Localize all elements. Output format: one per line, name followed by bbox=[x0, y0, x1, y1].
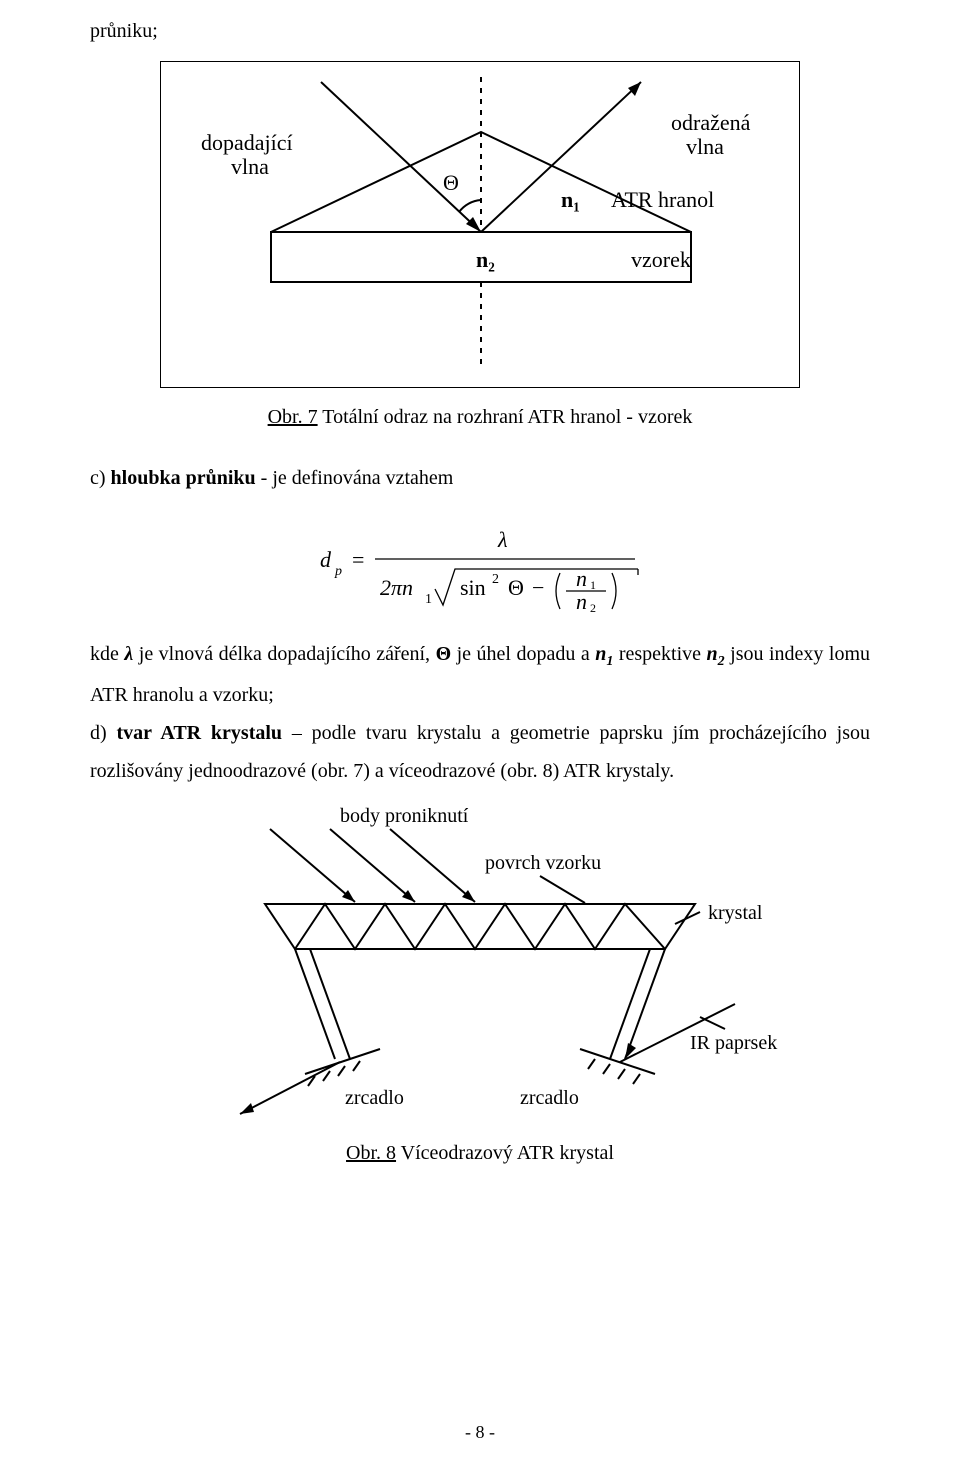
figure-2-caption-rest: Víceodrazový ATR krystal bbox=[396, 1142, 614, 1164]
svg-text:odražená: odražená bbox=[671, 110, 751, 135]
formula: d p = λ 2πn 1 sin 2 Θ − n 1 n 2 bbox=[90, 507, 870, 617]
t4: respektive bbox=[613, 643, 706, 665]
figure-1-box: dopadající vlna odražená vlna Θ n₁ ATR h… bbox=[160, 61, 800, 388]
svg-text:ATR hranol: ATR hranol bbox=[611, 187, 714, 212]
t3: je úhel dopadu a bbox=[451, 643, 595, 665]
figure-2-caption-label: Obr. 8 bbox=[346, 1142, 396, 1164]
c-prefix: c) bbox=[90, 467, 111, 489]
t1: kde bbox=[90, 643, 124, 665]
svg-text:Θ: Θ bbox=[443, 170, 459, 195]
svg-text:IR paprsek: IR paprsek bbox=[690, 1032, 777, 1054]
section-d: d) tvar ATR krystalu – podle tvaru kryst… bbox=[90, 714, 870, 790]
svg-text:vlna: vlna bbox=[231, 154, 269, 179]
d-bold: tvar ATR krystalu bbox=[116, 722, 282, 744]
d-prefix: d) bbox=[90, 722, 116, 744]
svg-text:λ: λ bbox=[497, 527, 508, 552]
page-number: - 8 - bbox=[0, 1422, 960, 1443]
svg-text:vzorek: vzorek bbox=[631, 247, 691, 272]
theta-sym: Θ bbox=[436, 643, 452, 665]
figure-1-caption: Obr. 7 Totální odraz na rozhraní ATR hra… bbox=[90, 406, 870, 429]
svg-text:=: = bbox=[352, 547, 364, 572]
body-paragraph: kde λ je vlnová délka dopadajícího zářen… bbox=[90, 635, 870, 714]
svg-text:1: 1 bbox=[425, 592, 432, 607]
svg-text:body proniknutí: body proniknutí bbox=[340, 805, 469, 827]
svg-text:p: p bbox=[334, 564, 342, 579]
svg-text:n: n bbox=[576, 589, 587, 614]
figure-2-box: body proniknutí povrch vzorku krystal IR… bbox=[180, 804, 780, 1124]
figure-1-caption-rest: Totální odraz na rozhraní ATR hranol - v… bbox=[318, 406, 693, 428]
figure-2-svg: body proniknutí povrch vzorku krystal IR… bbox=[180, 804, 780, 1124]
svg-text:n₁: n₁ bbox=[561, 187, 580, 212]
t2: je vlnová délka dopadajícího záření, bbox=[133, 643, 435, 665]
n2-sym: n bbox=[707, 643, 718, 665]
svg-text:2πn: 2πn bbox=[380, 575, 413, 600]
n1-sym: n bbox=[595, 643, 606, 665]
c-bold: hloubka průniku bbox=[111, 467, 256, 489]
svg-text:zrcadlo: zrcadlo bbox=[345, 1087, 404, 1109]
svg-text:vlna: vlna bbox=[686, 134, 724, 159]
top-text: průniku; bbox=[90, 20, 870, 43]
svg-text:povrch vzorku: povrch vzorku bbox=[485, 852, 601, 874]
svg-text:d: d bbox=[320, 547, 332, 572]
lambda-sym: λ bbox=[124, 643, 133, 665]
svg-text:2: 2 bbox=[492, 572, 499, 587]
figure-1-caption-label: Obr. 7 bbox=[268, 406, 318, 428]
svg-text:n: n bbox=[576, 566, 587, 591]
figure-1-svg: dopadající vlna odražená vlna Θ n₁ ATR h… bbox=[181, 72, 781, 372]
c-suffix: - je definována vztahem bbox=[256, 467, 454, 489]
svg-text:−: − bbox=[532, 575, 544, 600]
svg-text:zrcadlo: zrcadlo bbox=[520, 1087, 579, 1109]
svg-text:n₂: n₂ bbox=[476, 247, 495, 272]
svg-text:sin: sin bbox=[460, 575, 486, 600]
section-c: c) hloubka průniku - je definována vztah… bbox=[90, 459, 870, 497]
svg-text:2: 2 bbox=[590, 601, 596, 615]
svg-text:krystal: krystal bbox=[708, 902, 763, 924]
svg-text:Θ: Θ bbox=[508, 575, 524, 600]
n2-sub: 2 bbox=[718, 654, 725, 669]
svg-text:dopadající: dopadající bbox=[201, 130, 293, 155]
figure-2-caption: Obr. 8 Víceodrazový ATR krystal bbox=[90, 1142, 870, 1165]
svg-text:1: 1 bbox=[590, 578, 596, 592]
